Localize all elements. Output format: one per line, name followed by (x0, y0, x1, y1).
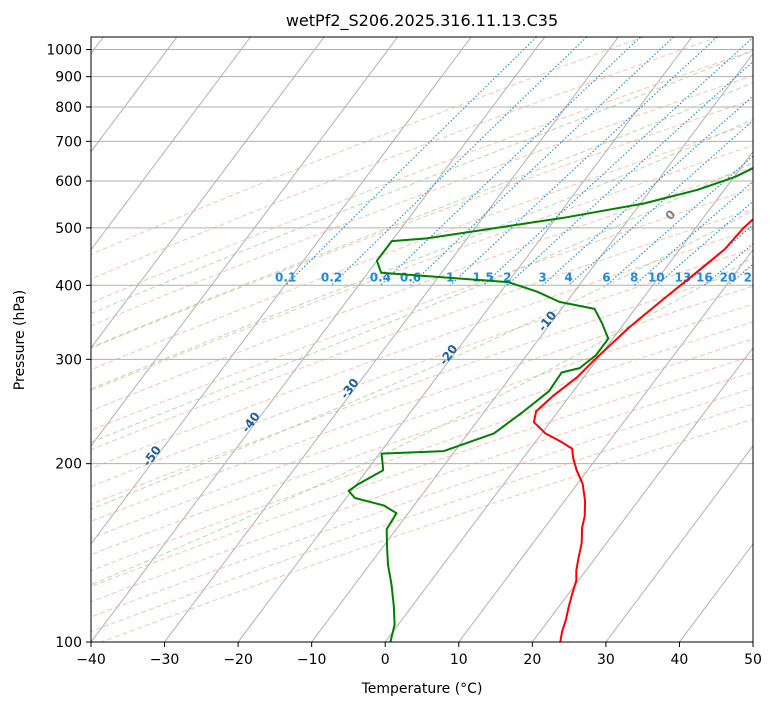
y-tick-label: 700 (55, 134, 82, 150)
x-tick-label: 10 (450, 652, 468, 668)
isotherm-label: -30 (337, 376, 361, 402)
mixing-ratio-line (633, 180, 753, 286)
dry-adiabat-line (91, 267, 753, 505)
dry-adiabat-line (91, 285, 753, 522)
chart-title: wetPf2_S206.2025.316.11.13.C35 (286, 11, 558, 31)
isotherm-line (531, 346, 753, 642)
mixing-ratio-label: 16 (696, 270, 713, 284)
y-tick-label: 600 (55, 174, 82, 190)
isotherm-label: -40 (239, 409, 263, 435)
isotherm-line (605, 445, 753, 642)
isotherm-line (91, 37, 472, 545)
dry-adiabat-line (91, 371, 753, 603)
plot-area: 0.10.20.40.611.52346810131620253036-100-… (41, 37, 775, 642)
mixing-ratio-label: 8 (630, 270, 638, 284)
y-tick-label: 300 (55, 352, 82, 368)
moist-adiabat-line (91, 118, 753, 390)
x-tick-label: −20 (223, 652, 253, 668)
mixing-ratio-line (542, 95, 753, 286)
dry-adiabat-line (91, 387, 753, 618)
mixing-ratio-line (331, 37, 588, 286)
isotherm-line (91, 37, 399, 447)
mixing-ratio-label: 0.1 (275, 270, 296, 284)
mixing-ratio-line (704, 243, 753, 286)
dry-adiabat-line (91, 144, 753, 392)
moist-adiabat-line (91, 256, 753, 586)
x-tick-label: 50 (744, 652, 762, 668)
isotherm-line (91, 37, 325, 349)
x-tick-label: −10 (297, 652, 327, 668)
y-axis-label: Pressure (hPa) (12, 290, 28, 390)
mixing-ratio-label: 3 (538, 270, 546, 284)
isotherm-label: -60 (41, 477, 65, 503)
isotherm-line (384, 150, 753, 642)
isotherm-line (752, 641, 753, 642)
dry-adiabat-line (91, 321, 753, 556)
mixing-ratio-label: 10 (648, 270, 665, 284)
x-tick-label: 20 (523, 652, 541, 668)
isotherm-line (458, 248, 753, 642)
mixing-ratio-label: 4 (564, 270, 572, 284)
mixing-ratio-label: 6 (602, 270, 610, 284)
dry-adiabat-line (91, 187, 753, 432)
mixing-ratio-label: 1.5 (472, 270, 493, 284)
dry-adiabat-line (91, 50, 753, 304)
x-tick-label: −40 (76, 652, 106, 668)
wetbulb-label: 10 (758, 171, 775, 193)
y-tick-label: 900 (55, 70, 82, 86)
y-tick-label: 1000 (46, 43, 82, 59)
x-tick-label: 0 (381, 652, 390, 668)
dewpoint-profile-line (347, 166, 753, 642)
mixing-ratio-line (727, 263, 753, 286)
dry-adiabat-line (91, 303, 753, 539)
y-tick-label: 800 (55, 100, 82, 116)
axes: −40 −30 −20 −10 0 10 20 30 40 5010020030040050060… (46, 43, 762, 668)
wetbulb-label: 0 (662, 207, 678, 223)
dry-adiabat-line (91, 338, 753, 572)
mixing-ratio-line (506, 60, 753, 286)
isotherm-line (91, 37, 546, 642)
isotherm-line (679, 543, 753, 642)
mixing-ratio-line (380, 37, 641, 286)
mixing-ratio-label: 20 (720, 270, 737, 284)
mixing-ratio-line (482, 37, 753, 286)
mixing-ratio-label: 30 (764, 270, 775, 284)
y-tick-label: 500 (55, 221, 82, 237)
mixing-ratio-line (449, 37, 718, 286)
mixing-ratio-line (606, 155, 753, 286)
plot-frame (90, 36, 754, 643)
mixing-ratio-line (751, 283, 753, 286)
mixing-ratio-label: 0.6 (400, 270, 421, 284)
dry-adiabat-line (91, 355, 753, 587)
mixing-ratio-line (655, 200, 753, 286)
isotherm-line (91, 37, 251, 251)
mixing-ratio-label: 0.2 (321, 270, 342, 284)
x-tick-label: 40 (671, 652, 689, 668)
isotherm-line (91, 37, 178, 153)
mixing-ratio-label: 2 (503, 270, 511, 284)
x-tick-label: −30 (150, 652, 180, 668)
y-tick-label: 100 (55, 635, 82, 651)
mixing-ratio-label: 25 (744, 270, 761, 284)
y-tick-label: 200 (55, 457, 82, 473)
dry-adiabat-line (91, 37, 644, 255)
x-tick-label: 30 (597, 652, 615, 668)
dry-adiabat-line (91, 37, 719, 280)
temperature-profile-line (532, 218, 753, 642)
isotherm-label: -10 (535, 308, 559, 334)
isotherm-line (237, 37, 693, 642)
mixing-ratio-line (285, 37, 537, 286)
y-tick-label: 400 (55, 278, 82, 294)
dry-adiabat-line (91, 74, 753, 327)
x-axis-label: Temperature (°C) (361, 681, 483, 697)
isotherm-label: -50 (140, 443, 164, 469)
isotherm-line (164, 37, 619, 642)
mixing-ratio-line (568, 119, 753, 286)
moist-adiabat-line (91, 50, 753, 315)
moist-adiabat-line (91, 81, 753, 348)
dry-adiabat-line (91, 99, 753, 349)
